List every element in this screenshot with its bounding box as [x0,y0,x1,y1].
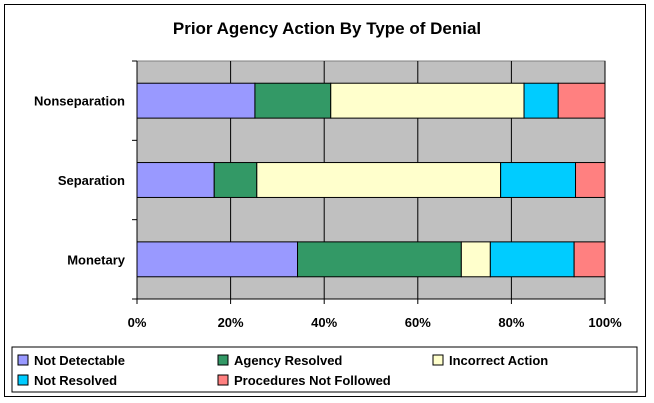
legend-swatch [17,374,29,386]
x-tick-label: 100% [588,315,622,330]
bar-segment [136,82,256,119]
bar-segment [557,82,606,119]
bar-segment [136,241,299,278]
bar-segment [575,162,606,198]
legend-label: Not Resolved [34,373,117,388]
category-labels: Nonseparation Separation Monetary [34,94,126,268]
legend-swatch [217,354,229,366]
category-label: Nonseparation [34,94,125,109]
legend-label: Incorrect Action [449,353,548,368]
bar-segment [330,82,525,119]
bar-segment [489,241,575,278]
chart-title: Prior Agency Action By Type of Denial [173,19,481,38]
x-tick-label: 20% [218,315,244,330]
bar-segment [573,241,606,278]
legend-box [11,346,638,393]
legend-label: Agency Resolved [234,353,342,368]
axes [132,60,606,304]
legend-swatch [17,354,29,366]
bar-segments [136,82,606,278]
bar-segment [460,241,491,278]
legend-label: Not Detectable [34,353,125,368]
bar-segment [213,162,258,198]
x-tick-label: 60% [405,315,431,330]
legend-swatch [217,374,229,386]
bar-segment [254,82,332,119]
x-tick-labels: 0% 20% 40% 60% 80% 100% [128,315,622,330]
bar-segment [256,162,502,198]
legend-label: Procedures Not Followed [234,373,391,388]
category-label: Separation [58,173,125,188]
category-label: Monetary [67,252,126,267]
bar-segment [297,241,462,278]
bar-segment [500,162,577,198]
x-tick-label: 40% [311,315,337,330]
bar-segment [136,162,215,198]
legend: Not Detectable Agency Resolved Incorrect A… [11,346,638,393]
legend-swatch [432,354,444,366]
x-tick-label: 80% [498,315,524,330]
bar-segment [523,82,559,119]
x-tick-label: 0% [128,315,147,330]
